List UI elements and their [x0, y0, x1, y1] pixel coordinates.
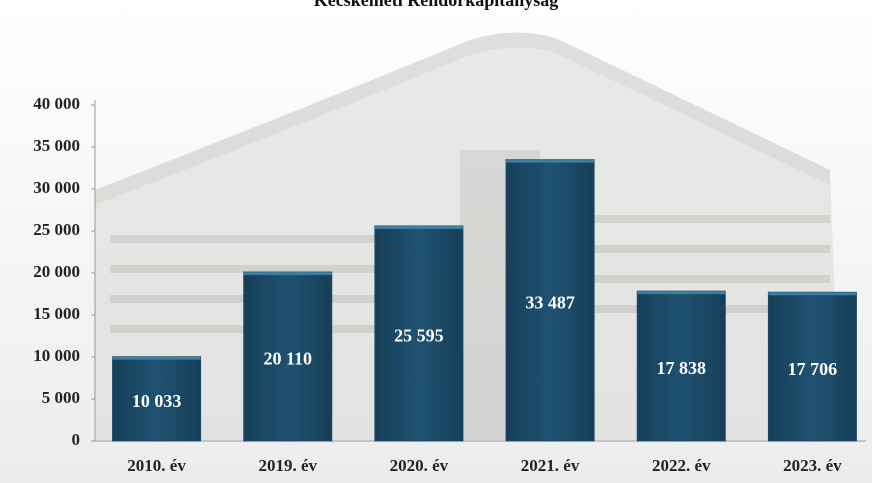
y-tick-label: 15 000	[33, 304, 80, 323]
value-label: 33 487	[525, 292, 575, 312]
bar-highlight	[113, 357, 201, 360]
value-label: 10 033	[132, 391, 182, 411]
bar-highlight	[768, 292, 856, 295]
chart: Kecskeméti Rendőrkapitányság 0 5 000 10 00…	[0, 0, 872, 483]
x-tick-label: 2019. év	[258, 456, 317, 475]
y-tick-label: 0	[72, 430, 81, 449]
value-label: 17 838	[657, 358, 707, 378]
y-tick-label: 10 000	[33, 346, 80, 365]
value-label: 20 110	[263, 349, 312, 369]
bar-highlight	[637, 291, 725, 294]
y-tick-label: 20 000	[33, 262, 80, 281]
y-tick-label: 25 000	[33, 220, 80, 239]
x-tick-label: 2010. év	[127, 456, 186, 475]
bar-highlight	[244, 272, 332, 275]
chart-title: Kecskeméti Rendőrkapitányság	[314, 0, 559, 10]
value-label: 25 595	[394, 326, 444, 346]
y-tick-label: 40 000	[33, 94, 80, 113]
y-tick-label: 30 000	[33, 178, 80, 197]
value-label: 17 706	[788, 359, 838, 379]
x-tick-label: 2021. év	[521, 456, 580, 475]
bar-highlight	[506, 160, 594, 163]
y-tick-label: 35 000	[33, 136, 80, 155]
y-tick-label: 5 000	[42, 388, 80, 407]
x-tick-label: 2023. év	[783, 456, 842, 475]
x-tick-label: 2020. év	[390, 456, 449, 475]
x-tick-label: 2022. év	[652, 456, 711, 475]
bar-highlight	[375, 226, 463, 229]
